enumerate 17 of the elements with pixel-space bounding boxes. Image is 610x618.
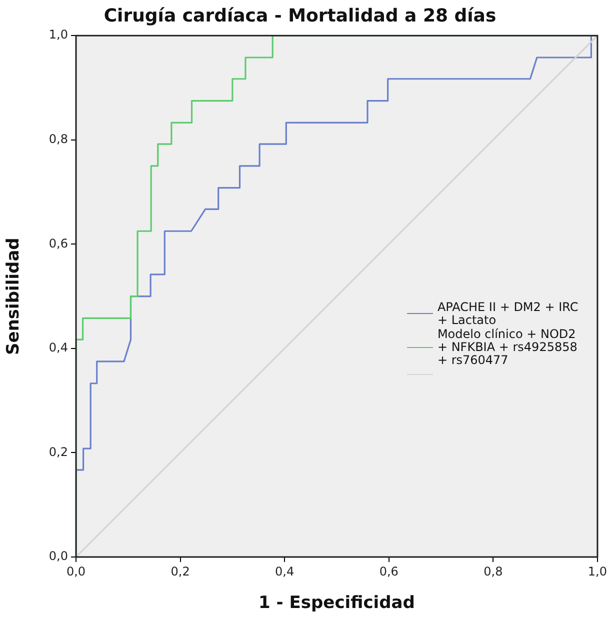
y-tick-label: 0,4: [48, 340, 68, 355]
y-tick-label: 1,0: [48, 28, 68, 42]
y-tick-label: 0,0: [48, 549, 68, 564]
x-tick-label: 0,4: [275, 564, 294, 578]
x-axis-title: 1 - Especificidad: [258, 593, 415, 614]
y-axis-title: Sensibilidad: [4, 238, 24, 355]
y-tick-label: 0,6: [48, 236, 68, 250]
x-tick-label: 0,8: [484, 564, 503, 578]
x-tick-label: 0,6: [379, 564, 398, 578]
x-tick-label: 1,0: [588, 564, 608, 578]
legend-label: Modelo clínico + NOD2 + NFKBIA + rs4925858 + rs760477: [437, 326, 578, 367]
y-tick-label: 0,2: [48, 444, 68, 459]
legend-label: APACHE II + DM2 + IRC + Lactato: [437, 300, 580, 327]
x-tick-label: 0,2: [170, 564, 190, 578]
y-tick-label: 0,8: [48, 132, 68, 146]
chart-title: Cirugía cardíaca - Mortalidad a 28 días: [104, 5, 496, 26]
x-tick-label: 0,0: [66, 564, 86, 578]
